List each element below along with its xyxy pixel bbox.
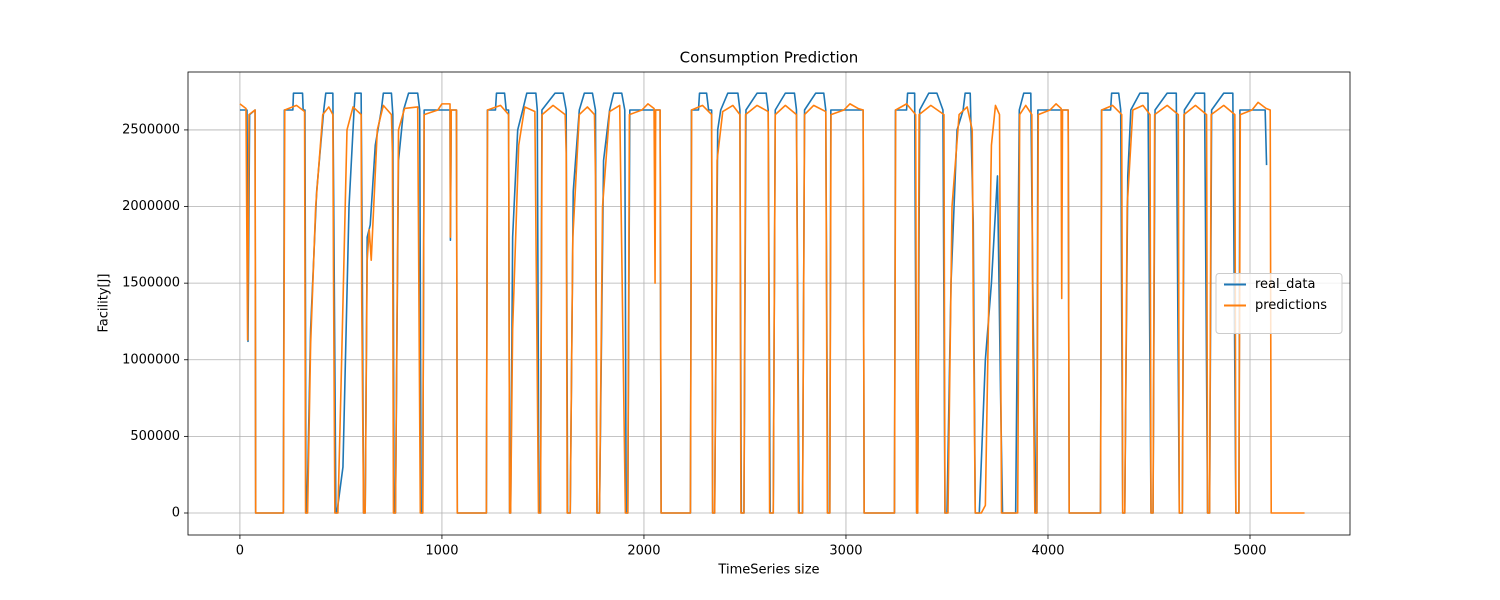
x-tick-label: 4000 [1031,544,1064,559]
legend-box [1215,273,1343,334]
plot-frame [187,71,1351,536]
y-tick-label: 1000000 [122,352,180,367]
y-tick-label: 2500000 [122,122,180,137]
y-axis-label: Facility[J] [97,273,112,332]
x-tick-label: 3000 [829,544,862,559]
x-tick-label: 0 [236,544,244,559]
legend-label: real_data [1255,277,1315,292]
data-line [239,101,1305,514]
legend-label: predictions [1255,298,1327,313]
chart-title: Consumption Prediction [680,49,859,67]
y-tick-label: 2000000 [122,199,180,214]
x-tick-label: 5000 [1233,544,1266,559]
legend: real_data predictions [1215,273,1343,334]
y-tick-label: 0 [172,505,180,520]
y-tick-label: 1500000 [122,276,180,291]
x-tick-label: 1000 [425,544,458,559]
y-tick-label: 500000 [130,429,180,444]
x-axis-label: TimeSeries size [717,563,819,578]
x-tick-label: 2000 [627,544,660,559]
